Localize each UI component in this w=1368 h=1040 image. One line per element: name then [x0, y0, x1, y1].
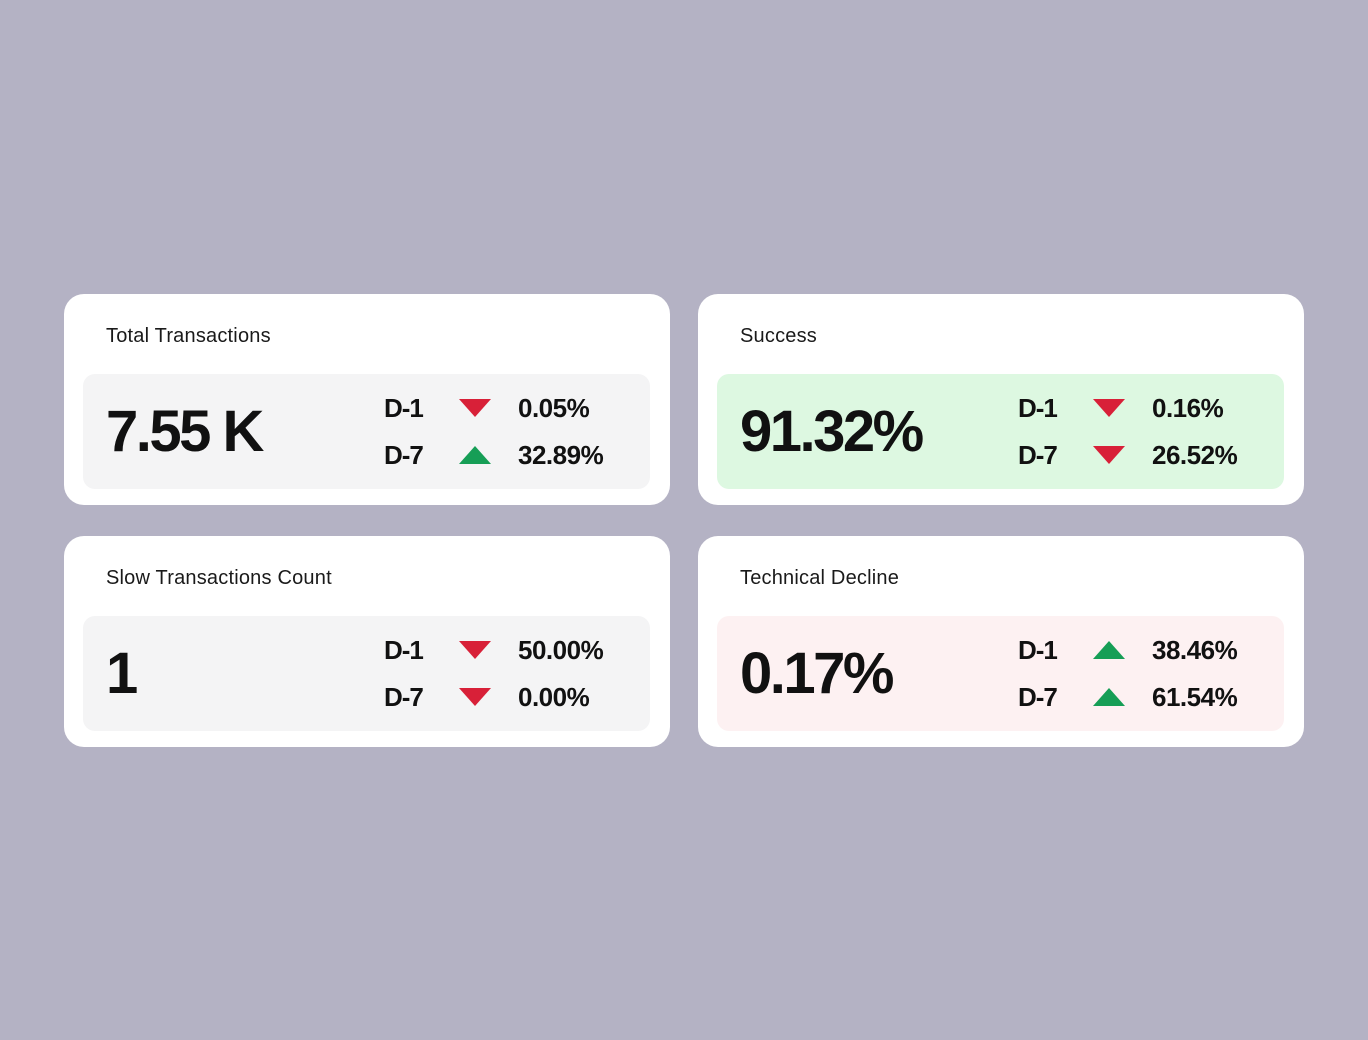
metric-value: 1	[106, 641, 138, 706]
trend-row: D-7 0.00%	[384, 682, 622, 713]
trend-down-icon	[1093, 446, 1125, 464]
trend-rows: D-1 38.46% D-7 61.54%	[1018, 635, 1256, 713]
metric-value: 7.55 K	[106, 399, 264, 464]
trend-value: 38.46%	[1152, 634, 1238, 665]
trend-up-icon	[1093, 641, 1125, 659]
trend-icon-cell	[1066, 399, 1152, 417]
trend-period-label: D-7	[384, 439, 424, 470]
trend-row: D-1 38.46%	[1018, 635, 1256, 666]
trend-period-label: D-1	[1018, 634, 1058, 665]
metric-panel: 1 D-1 50.00% D-7 0.00%	[83, 616, 650, 731]
trend-icon-cell	[432, 399, 518, 417]
trend-value: 0.05%	[518, 392, 590, 423]
trend-period-label: D-7	[384, 681, 424, 712]
trend-up-icon	[1093, 688, 1125, 706]
trend-down-icon	[459, 688, 491, 706]
trend-value: 61.54%	[1152, 681, 1238, 712]
trend-period-label: D-1	[384, 392, 424, 423]
trend-rows: D-1 0.05% D-7 32.89%	[384, 393, 622, 471]
trend-up-icon	[459, 446, 491, 464]
trend-value: 50.00%	[518, 634, 604, 665]
trend-value: 0.00%	[518, 681, 590, 712]
card-title: Total Transactions	[106, 325, 271, 347]
trend-row: D-1 0.16%	[1018, 393, 1256, 424]
card-title: Technical Decline	[740, 567, 900, 589]
trend-rows: D-1 50.00% D-7 0.00%	[384, 635, 622, 713]
trend-row: D-1 50.00%	[384, 635, 622, 666]
trend-icon-cell	[432, 446, 518, 464]
metric-value: 91.32%	[740, 399, 924, 464]
trend-icon-cell	[1066, 688, 1152, 706]
trend-icon-cell	[1066, 446, 1152, 464]
trend-icon-cell	[432, 641, 518, 659]
card-total-transactions: Total Transactions 7.55 K D-1 0.05% D-7 …	[64, 294, 670, 505]
trend-value: 0.16%	[1152, 392, 1224, 423]
trend-period-label: D-1	[384, 634, 424, 665]
metric-value: 0.17%	[740, 641, 894, 706]
trend-down-icon	[459, 641, 491, 659]
card-technical-decline: Technical Decline 0.17% D-1 38.46% D-7 6…	[698, 536, 1304, 747]
card-success: Success 91.32% D-1 0.16% D-7 26.52%	[698, 294, 1304, 505]
metric-panel: 7.55 K D-1 0.05% D-7 32.89%	[83, 374, 650, 489]
trend-period-label: D-7	[1018, 681, 1058, 712]
trend-down-icon	[1093, 399, 1125, 417]
trend-period-label: D-1	[1018, 392, 1058, 423]
trend-row: D-7 26.52%	[1018, 440, 1256, 471]
metric-panel: 0.17% D-1 38.46% D-7 61.54%	[717, 616, 1284, 731]
trend-value: 32.89%	[518, 439, 604, 470]
kpi-grid: Total Transactions 7.55 K D-1 0.05% D-7 …	[64, 294, 1304, 747]
card-title: Slow Transactions Count	[106, 567, 332, 589]
trend-value: 26.52%	[1152, 439, 1238, 470]
trend-rows: D-1 0.16% D-7 26.52%	[1018, 393, 1256, 471]
trend-row: D-1 0.05%	[384, 393, 622, 424]
card-title: Success	[740, 325, 817, 347]
trend-icon-cell	[1066, 641, 1152, 659]
trend-row: D-7 32.89%	[384, 440, 622, 471]
trend-period-label: D-7	[1018, 439, 1058, 470]
trend-down-icon	[459, 399, 491, 417]
card-slow-transactions-count: Slow Transactions Count 1 D-1 50.00% D-7…	[64, 536, 670, 747]
trend-row: D-7 61.54%	[1018, 682, 1256, 713]
trend-icon-cell	[432, 688, 518, 706]
metric-panel: 91.32% D-1 0.16% D-7 26.52%	[717, 374, 1284, 489]
